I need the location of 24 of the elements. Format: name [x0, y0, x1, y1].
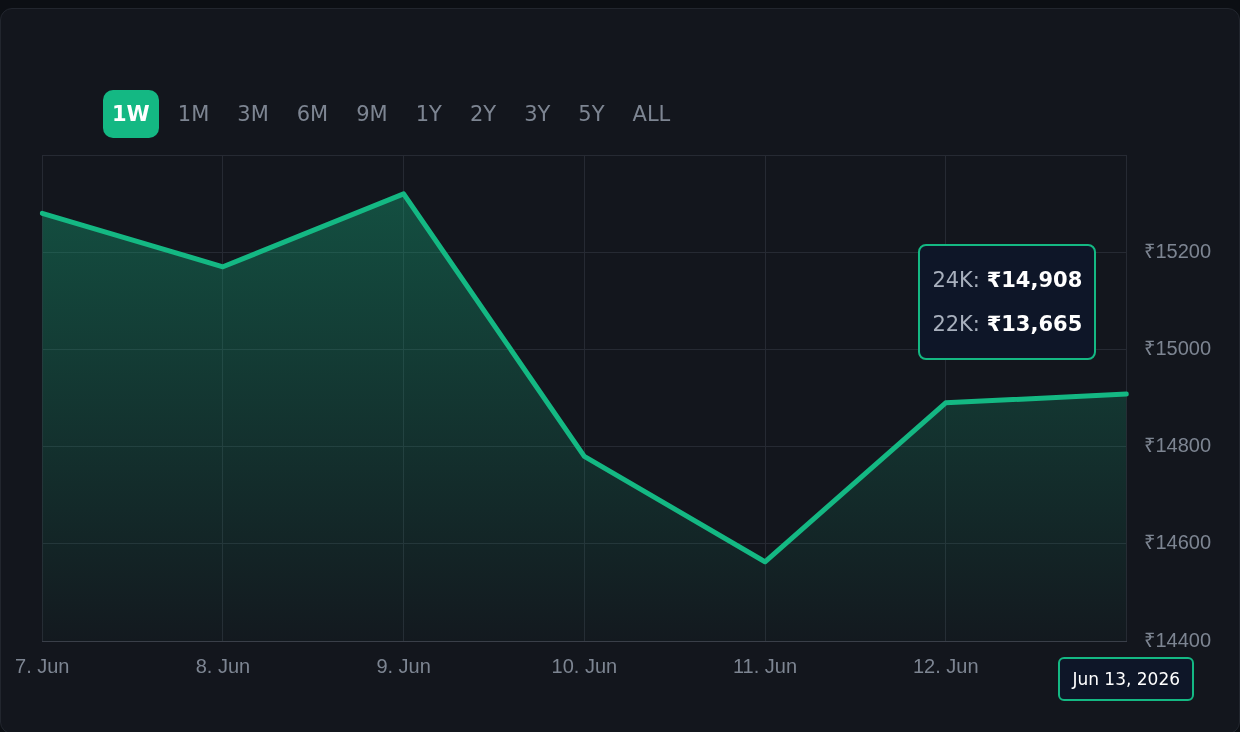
text: 1W: [103, 90, 159, 138]
y-tick-label: ₹14800: [1144, 434, 1212, 457]
x-tick-label: 11. Jun: [732, 654, 798, 677]
y-tick-label: ₹15000: [1144, 336, 1212, 359]
text: 2Y: [468, 101, 498, 128]
x-tick-label: 8. Jun: [195, 654, 251, 677]
text: 1Y: [414, 101, 443, 128]
text: ALL: [631, 101, 672, 128]
annotation: 24K: ₹14,908: [932, 268, 1083, 293]
text: 6M: [295, 101, 330, 128]
x-tick-label: 9. Jun: [376, 654, 431, 677]
text: 3Y: [523, 101, 552, 128]
y-tick-label: ₹14400: [1144, 628, 1212, 651]
y-tick-label: ₹14600: [1144, 531, 1212, 554]
annotation: 22K: ₹13,665: [932, 312, 1083, 337]
text: 3M: [236, 101, 270, 128]
text: 5Y: [577, 101, 606, 128]
y-tick-label: ₹15200: [1144, 239, 1212, 262]
text: 9M: [355, 101, 389, 128]
x-tick-label: 10. Jun: [551, 654, 618, 677]
text: Jun 13, 2026: [1058, 657, 1195, 701]
x-tick-label: 12. Jun: [912, 654, 979, 677]
x-tick-label: 7. Jun: [15, 654, 70, 677]
text: 1M: [176, 101, 211, 128]
